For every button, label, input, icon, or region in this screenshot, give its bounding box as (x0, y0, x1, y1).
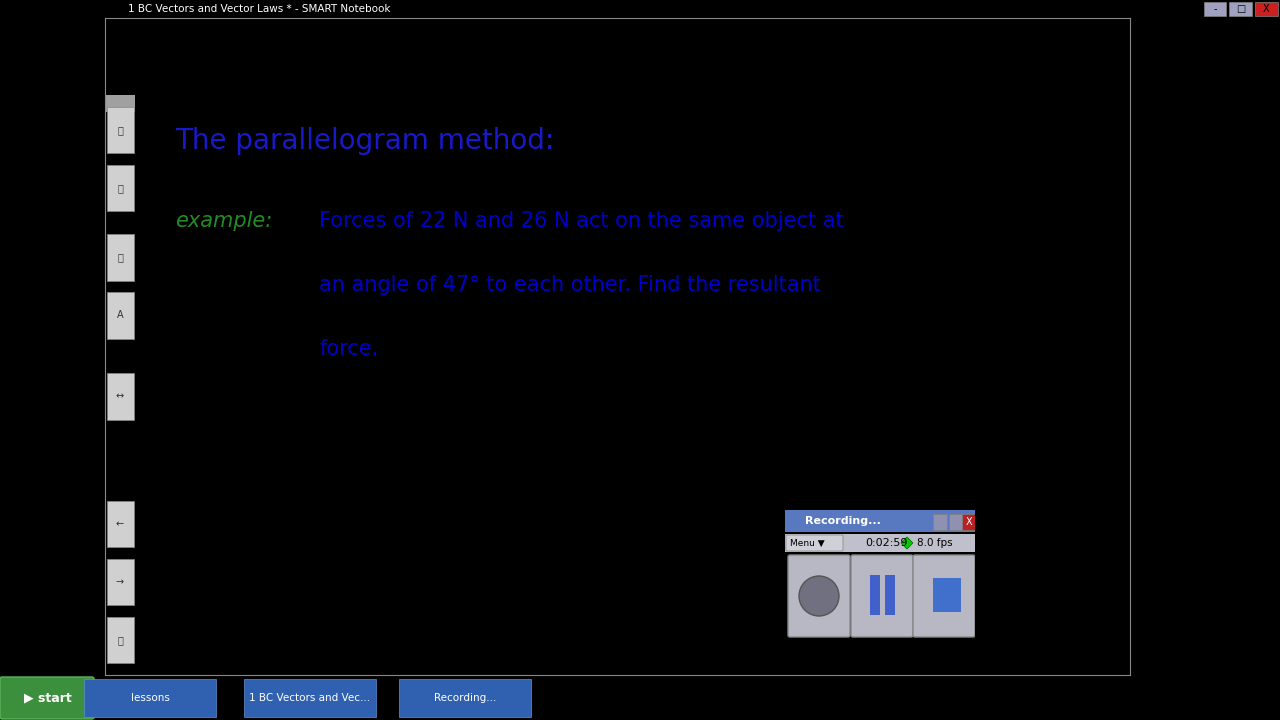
Bar (106, 559, 133, 606)
Bar (106, 165, 133, 211)
Text: 📎: 📎 (116, 253, 123, 262)
Text: ⬜: ⬜ (116, 125, 123, 135)
Text: ⃗n: ⃗n (605, 495, 618, 514)
Text: Draw: Draw (557, 21, 586, 31)
Text: ▶ start: ▶ start (24, 691, 72, 704)
Text: ↪ ⃗n: ↪ ⃗n (891, 287, 933, 310)
Text: View: View (293, 21, 320, 31)
Text: 22N: 22N (827, 503, 869, 523)
Text: Edit: Edit (205, 21, 227, 31)
FancyBboxPatch shape (786, 535, 844, 551)
Bar (106, 292, 133, 338)
Text: ↔: ↔ (116, 392, 124, 402)
Bar (105, 95, 134, 112)
Text: 22N: 22N (335, 498, 376, 518)
FancyBboxPatch shape (913, 555, 975, 637)
Bar (884, 575, 895, 615)
Bar (785, 510, 975, 532)
FancyBboxPatch shape (244, 679, 376, 717)
Text: 26 N: 26 N (492, 598, 540, 618)
Text: □: □ (1236, 4, 1245, 14)
FancyBboxPatch shape (399, 679, 531, 717)
Text: direction: direction (832, 541, 941, 566)
Bar (948, 514, 963, 530)
Bar (106, 501, 133, 547)
Text: lessons: lessons (131, 693, 169, 703)
FancyBboxPatch shape (788, 555, 850, 637)
Text: example:: example: (175, 211, 273, 231)
Bar (106, 617, 133, 663)
Text: 1 BC Vectors and Vec...: 1 BC Vectors and Vec... (250, 693, 371, 703)
Text: Recording...: Recording... (805, 516, 881, 526)
Text: 8.0 fps: 8.0 fps (916, 538, 952, 548)
Text: -: - (1213, 4, 1216, 14)
Bar (870, 575, 881, 615)
Text: Insert: Insert (381, 21, 413, 31)
Text: Help: Help (645, 21, 671, 31)
Bar (106, 374, 133, 420)
Bar (106, 234, 133, 281)
Text: Recording...: Recording... (434, 693, 497, 703)
Text: →: → (116, 577, 124, 588)
Circle shape (799, 576, 838, 616)
Text: File: File (116, 21, 136, 31)
Bar (1230, 2, 1252, 17)
Bar (933, 578, 961, 612)
Text: an angle of 47° to each other. Find the resultant: an angle of 47° to each other. Find the … (319, 275, 820, 294)
Bar (963, 514, 975, 530)
Text: add: add (922, 333, 965, 357)
Text: 🖼: 🖼 (116, 183, 123, 193)
Text: Menu ▼: Menu ▼ (790, 539, 824, 547)
Text: |⃗n| +: |⃗n| + (832, 472, 893, 497)
FancyBboxPatch shape (851, 555, 913, 637)
Bar (1203, 2, 1226, 17)
Text: X: X (1263, 4, 1270, 14)
Bar (106, 107, 133, 153)
Bar (933, 514, 947, 530)
Text: The parallelogram method:: The parallelogram method: (175, 127, 554, 155)
Text: 1 BC Vectors and Vector Laws * - SMART Notebook: 1 BC Vectors and Vector Laws * - SMART N… (128, 4, 390, 14)
FancyBboxPatch shape (0, 677, 93, 719)
Text: 📄: 📄 (116, 635, 123, 645)
Bar (1256, 2, 1277, 17)
Text: Format: Format (470, 21, 508, 31)
Text: Forces of 22 N and 26 N act on the same object at: Forces of 22 N and 26 N act on the same … (319, 211, 844, 231)
Bar (785, 534, 975, 552)
Text: need: need (832, 402, 893, 426)
Text: ←  →     ⬜  💾  ⬜  ↺  ✂  ×  ⬜  🖥  📺  🖨  📷  I  📊  ⬜  ➡  ⬜  ✏  ✏  /  🔑  ✏  /  &  A : ← → ⬜ 💾 ⬜ ↺ ✂ × ⬜ 🖥 📺 🖨 📷 I 📊 ⬜ ➡ ⬜ ✏ ✏ … (116, 45, 447, 54)
Text: X: X (965, 517, 973, 527)
Text: A: A (116, 310, 123, 320)
Text: 47°: 47° (369, 544, 393, 557)
Text: ←: ← (116, 519, 124, 529)
FancyBboxPatch shape (84, 679, 216, 717)
Text: 0:02:59: 0:02:59 (865, 538, 908, 548)
Text: force.: force. (319, 338, 379, 359)
